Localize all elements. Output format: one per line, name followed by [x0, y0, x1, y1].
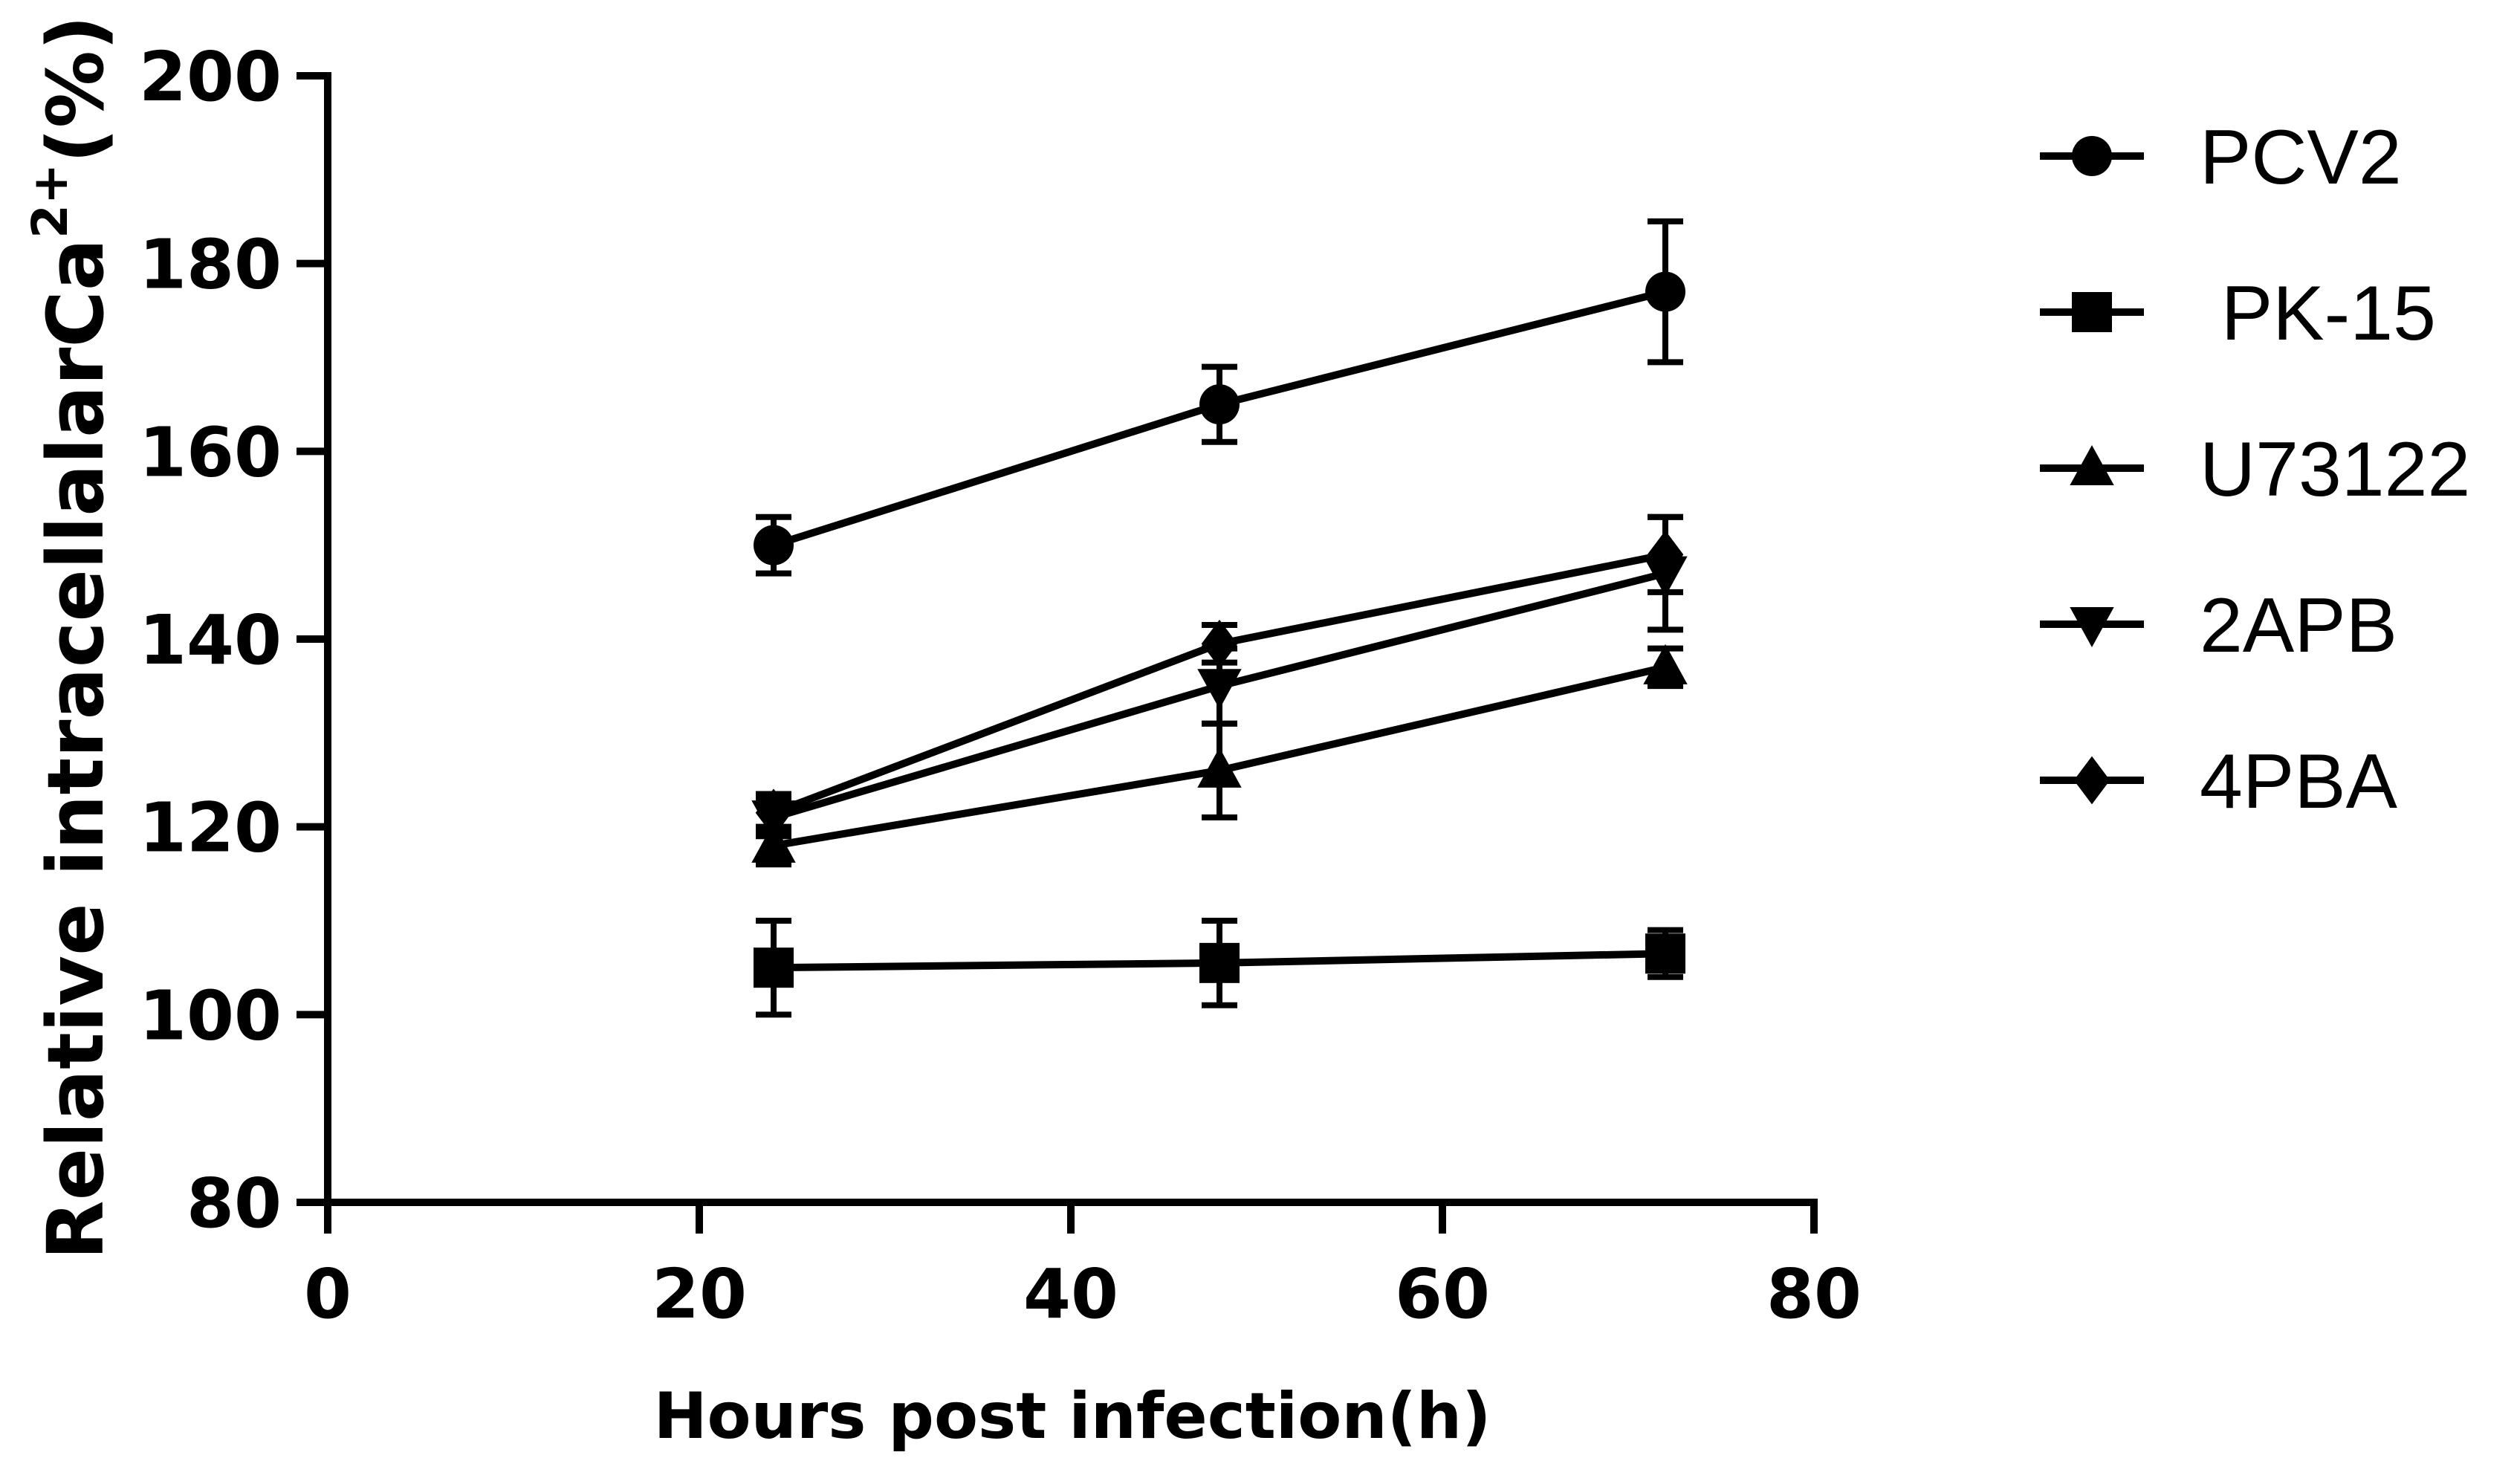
legend-item: PK-15 [2040, 270, 2436, 357]
y-ticks: 80 100 120 140 160 180 200 [139, 37, 328, 1243]
y-axis-title-superscript: 2+ [22, 163, 79, 239]
x-ticks: 0 20 40 60 80 [304, 1202, 1862, 1334]
legend-label: 2APB [2200, 583, 2397, 669]
legend-marker [2070, 607, 2114, 648]
y-tick-label: 200 [139, 37, 282, 117]
x-tick-label: 0 [304, 1254, 351, 1334]
data-point [1645, 271, 1685, 312]
series-4pba [755, 513, 1684, 837]
data-point [1643, 644, 1688, 684]
data-point [1199, 942, 1240, 983]
plot-area [751, 218, 1688, 1018]
legend: PCV2 PK-15 U73122 2APB 4PBA [2040, 114, 2470, 825]
data-point [1199, 384, 1240, 425]
legend-label: PCV2 [2200, 114, 2402, 201]
x-axis-title: Hours post infection(h) [654, 1379, 1491, 1454]
y-axis-title: Relative intracellalarCa2+(%) [22, 16, 121, 1260]
x-tick-label: 60 [1395, 1254, 1490, 1334]
legend-label: U73122 [2200, 427, 2470, 513]
legend-marker [2072, 136, 2112, 176]
legend-item: 4PBA [2040, 739, 2398, 825]
x-tick-label: 20 [652, 1254, 747, 1334]
x-tick-label: 40 [1023, 1254, 1118, 1334]
legend-marker [2072, 292, 2112, 332]
legend-item: U73122 [2040, 427, 2470, 513]
y-tick-label: 140 [139, 600, 282, 680]
x-tick-label: 80 [1766, 1254, 1862, 1334]
y-tick-label: 80 [187, 1164, 282, 1243]
data-point [1197, 669, 1242, 710]
legend-item: 2APB [2040, 583, 2397, 669]
series-pcv2 [754, 218, 1685, 577]
data-point [754, 947, 794, 988]
y-tick-label: 180 [139, 225, 282, 305]
legend-item: PCV2 [2040, 114, 2402, 201]
axes: 0 20 40 60 80 80 100 120 140 160 180 200 [139, 37, 1862, 1334]
data-point [1645, 933, 1685, 974]
data-point [754, 525, 794, 566]
data-point [1647, 530, 1684, 579]
legend-marker [2070, 444, 2114, 485]
data-point [1201, 619, 1238, 668]
y-tick-label: 160 [139, 412, 282, 492]
series-pk-15 [754, 918, 1685, 1018]
y-tick-label: 120 [139, 788, 282, 868]
y-axis-title-suffix: (%) [30, 16, 121, 163]
y-tick-label: 100 [139, 976, 282, 1055]
data-point [755, 788, 792, 837]
data-point [751, 822, 796, 863]
legend-label: 4PBA [2200, 739, 2398, 825]
legend-label: PK-15 [2200, 270, 2436, 357]
legend-marker [2073, 756, 2110, 805]
data-point [1197, 747, 1242, 788]
y-axis-title-main: Relative intracellalarCa [30, 239, 121, 1260]
